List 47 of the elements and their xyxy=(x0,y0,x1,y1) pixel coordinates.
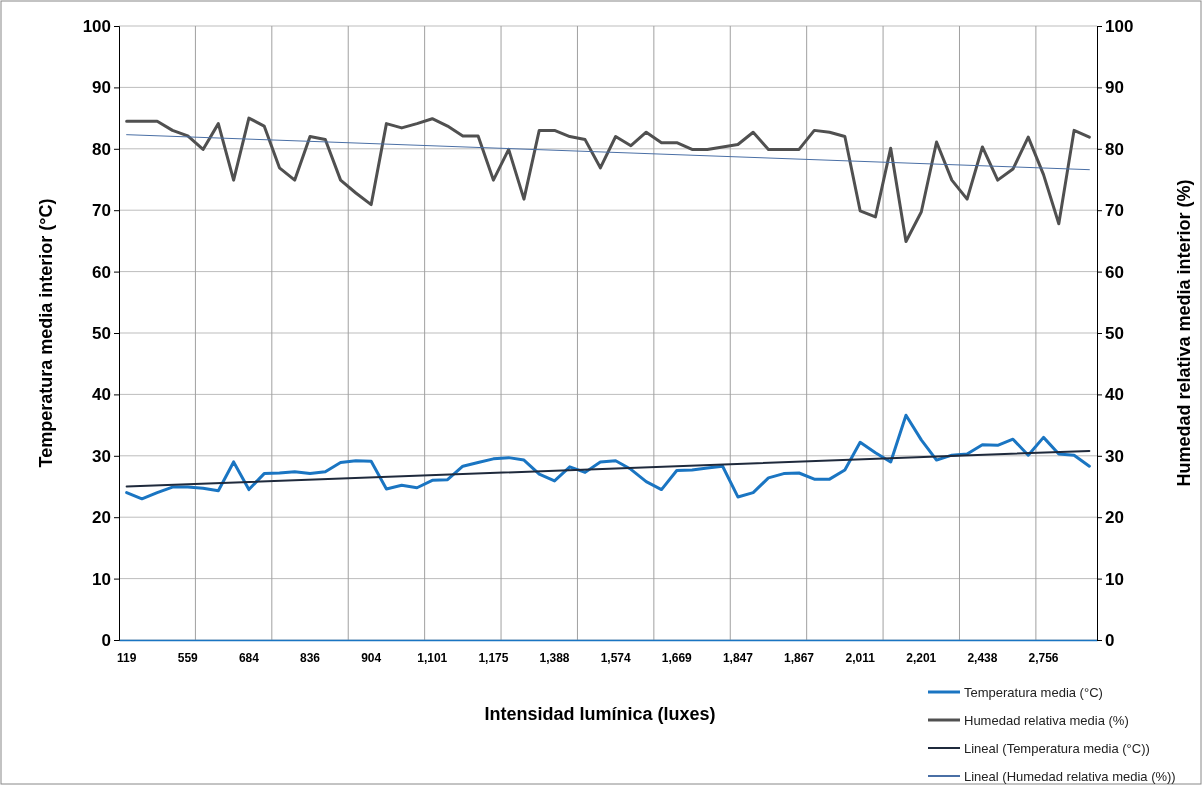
line-series xyxy=(125,413,1091,501)
x-tick-label: 836 xyxy=(300,651,321,666)
x-tick-label: 1,388 xyxy=(539,651,570,666)
y-tick-label: 20 xyxy=(92,508,111,528)
legend-label: Temperatura media (°C) xyxy=(964,685,1103,700)
y-tick-label: 0 xyxy=(101,630,111,650)
x-tick-label: 1,574 xyxy=(600,651,631,666)
y-tick-label: 50 xyxy=(92,323,111,343)
y-tick-label: 10 xyxy=(92,569,111,589)
y2-tick-label: 20 xyxy=(1105,508,1124,528)
y2-tick-label: 10 xyxy=(1105,569,1124,589)
y2-tick-label: 100 xyxy=(1105,16,1134,36)
y-tick-label: 60 xyxy=(92,262,111,282)
y2-tick-label: 30 xyxy=(1105,446,1124,466)
legend-label: Humedad relativa media (%) xyxy=(964,713,1129,728)
y2-tick-label: 40 xyxy=(1105,385,1124,405)
y2-tick-label: 60 xyxy=(1105,262,1124,282)
x-tick-label: 904 xyxy=(361,651,382,666)
x-tick-label: 684 xyxy=(238,651,260,666)
x-tick-label: 2,011 xyxy=(845,651,876,666)
line-series xyxy=(125,116,1091,244)
y2-axis-title: Humedad relativa media interior (%) xyxy=(1174,179,1194,487)
y2-tick-label: 50 xyxy=(1105,323,1124,343)
x-tick-label: 559 xyxy=(177,651,199,666)
y-tick-label: 30 xyxy=(92,446,111,466)
x-tick-label: 2,438 xyxy=(967,651,998,666)
x-tick-label: 1,669 xyxy=(661,651,693,666)
y-tick-label: 90 xyxy=(92,78,111,98)
y2-tick-label: 0 xyxy=(1105,630,1115,650)
x-tick-label: 1,847 xyxy=(722,651,754,666)
x-axis-title: Intensidad lumínica (luxes) xyxy=(484,704,716,724)
y-axis-title: Temperatura media interior (°C) xyxy=(36,198,56,468)
y-tick-label: 100 xyxy=(82,16,111,36)
y-tick-label: 40 xyxy=(92,385,111,405)
x-tick-label: 1,101 xyxy=(417,651,448,666)
y2-tick-label: 70 xyxy=(1105,201,1124,221)
y-tick-label: 80 xyxy=(92,139,111,159)
x-tick-label: 2,201 xyxy=(906,651,937,666)
legend-label: Lineal (Temperatura media (°C)) xyxy=(964,741,1150,756)
legend-label: Lineal (Humedad relativa media (%)) xyxy=(964,769,1176,784)
x-tick-label: 1,175 xyxy=(478,651,509,666)
x-tick-label: 1,867 xyxy=(784,651,815,666)
x-tick-label: 2,756 xyxy=(1028,651,1059,666)
y2-tick-label: 90 xyxy=(1105,78,1124,98)
y2-tick-label: 80 xyxy=(1105,139,1124,159)
x-tick-label: 119 xyxy=(116,651,137,666)
y-tick-label: 70 xyxy=(92,201,111,221)
